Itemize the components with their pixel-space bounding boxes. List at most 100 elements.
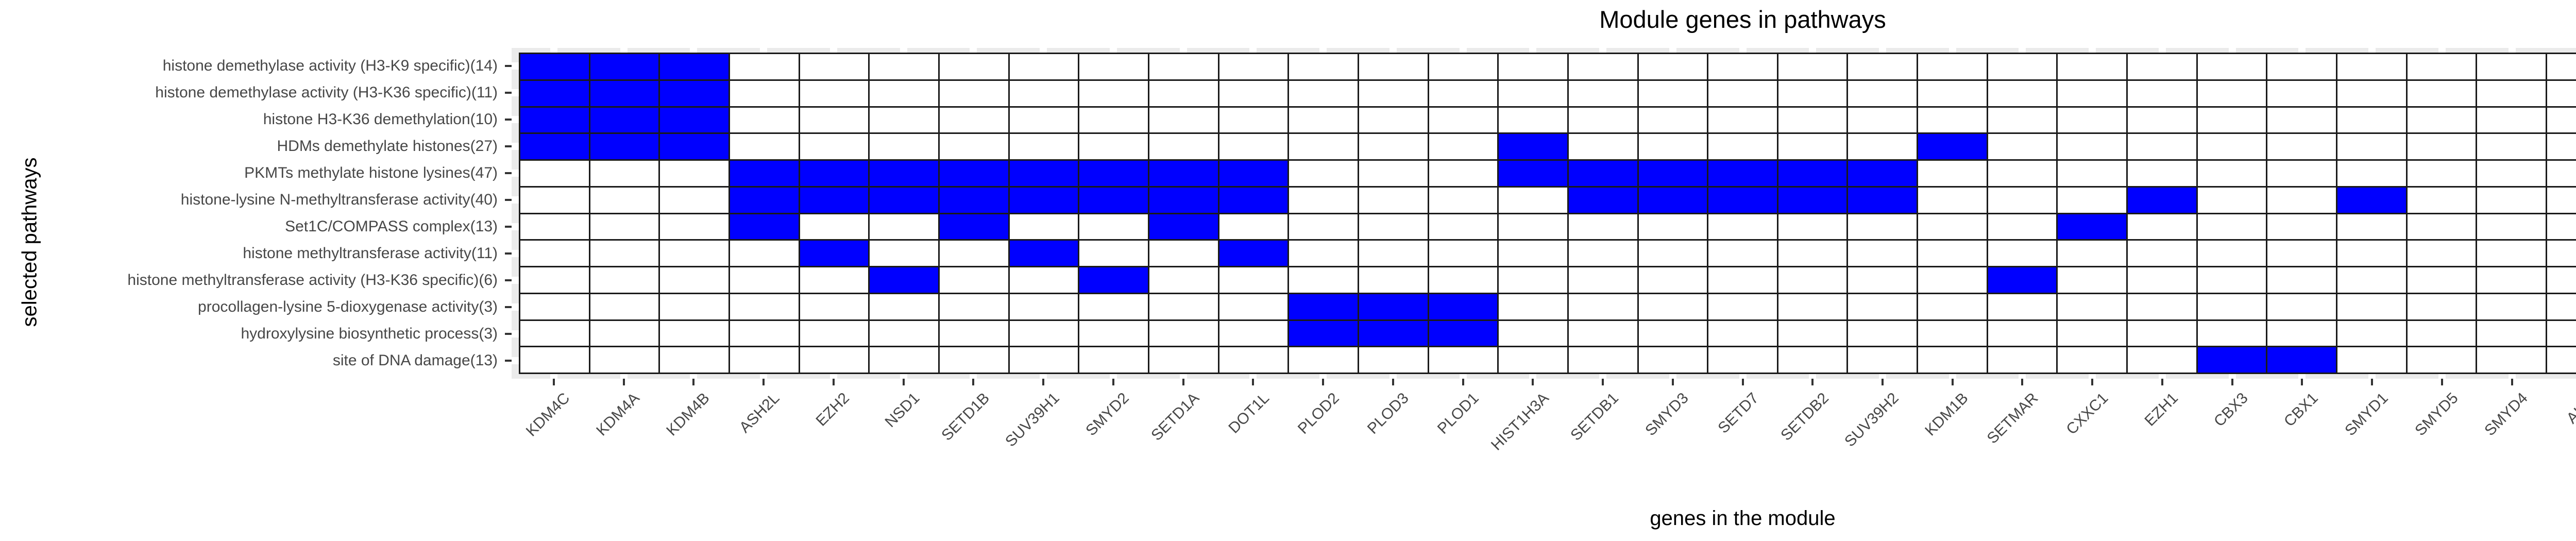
- heatmap-cell: [2477, 161, 2546, 186]
- heatmap-cell: [1079, 107, 1148, 133]
- x-tick: [1811, 379, 1814, 385]
- heatmap-cell: [939, 107, 1008, 133]
- heatmap-cell: [1708, 320, 1777, 346]
- heatmap-cell: [1359, 241, 1428, 266]
- heatmap-cell: [1289, 161, 1358, 186]
- heatmap-cell: [1359, 347, 1428, 373]
- heatmap-cell: [590, 134, 659, 159]
- heatmap-cell: [1918, 187, 1987, 213]
- heatmap-cell: [590, 214, 659, 240]
- heatmap-cell: [800, 187, 869, 213]
- heatmap-cell: [660, 54, 728, 79]
- heatmap-cell: [2197, 187, 2266, 213]
- heatmap-cell: [2477, 54, 2546, 79]
- heatmap-cell: [2407, 267, 2476, 293]
- heatmap-cell: [1219, 347, 1288, 373]
- heatmap-cell: [1429, 347, 1498, 373]
- heatmap-cell: [1988, 267, 2057, 293]
- heatmap-cell: [1708, 347, 1777, 373]
- heatmap-cell: [2267, 241, 2336, 266]
- heatmap-cell: [2547, 54, 2576, 79]
- heatmap-cell: [730, 267, 799, 293]
- heatmap-cell: [2407, 294, 2476, 319]
- heatmap-cell: [2337, 54, 2406, 79]
- heatmap-cell: [2547, 241, 2576, 266]
- heatmap-cell: [1009, 294, 1078, 319]
- heatmap-cell: [1219, 107, 1288, 133]
- heatmap-cell: [2547, 134, 2576, 159]
- heatmap-cell: [2547, 80, 2576, 106]
- heatmap-grid: [519, 53, 2576, 374]
- heatmap-cell: [2197, 54, 2266, 79]
- x-tick-label: KDM4B: [663, 390, 713, 439]
- heatmap-cell: [2128, 320, 2196, 346]
- heatmap-cell: [1149, 294, 1218, 319]
- heatmap-cell: [1009, 187, 1078, 213]
- heatmap-cell: [800, 161, 869, 186]
- heatmap-cell: [1079, 320, 1148, 346]
- heatmap-cell: [1708, 161, 1777, 186]
- heatmap-cell: [1918, 294, 1987, 319]
- heatmap-cell: [1149, 54, 1218, 79]
- heatmap-cell: [1499, 214, 1567, 240]
- heatmap-cell: [2128, 241, 2196, 266]
- heatmap-cell: [1289, 267, 1358, 293]
- heatmap-cell: [2547, 214, 2576, 240]
- y-tick: [505, 172, 512, 174]
- heatmap-cell: [2407, 134, 2476, 159]
- heatmap-cell: [1778, 267, 1847, 293]
- heatmap-cell: [870, 161, 938, 186]
- heatmap-cell: [1149, 347, 1218, 373]
- heatmap-cell: [800, 347, 869, 373]
- x-tick-label: EZH2: [812, 390, 853, 430]
- heatmap-cell: [2547, 294, 2576, 319]
- heatmap-cell: [2477, 80, 2546, 106]
- x-tick-label: SMYD1: [2342, 390, 2392, 439]
- heatmap-cell: [2477, 294, 2546, 319]
- heatmap-cell: [1568, 80, 1637, 106]
- heatmap-cell: [1918, 214, 1987, 240]
- heatmap-cell: [1219, 187, 1288, 213]
- heatmap-cell: [2197, 347, 2266, 373]
- heatmap-cell: [800, 107, 869, 133]
- x-tick-label: KDM4A: [593, 390, 643, 439]
- heatmap-cell: [2267, 187, 2336, 213]
- heatmap-cell: [1429, 214, 1498, 240]
- x-tick: [902, 379, 905, 385]
- heatmap-cell: [1638, 80, 1707, 106]
- heatmap-cell: [800, 80, 869, 106]
- heatmap-cell: [660, 80, 728, 106]
- heatmap-cell: [2197, 80, 2266, 106]
- heatmap-cell: [2407, 320, 2476, 346]
- heatmap-cell: [1359, 187, 1428, 213]
- x-tick: [2301, 379, 2303, 385]
- heatmap-cell: [1219, 134, 1288, 159]
- heatmap-cell: [1918, 54, 1987, 79]
- heatmap-cell: [2128, 134, 2196, 159]
- heatmap-cell: [2197, 107, 2266, 133]
- heatmap-cell: [1219, 54, 1288, 79]
- y-tick-label: histone methyltransferase activity(11): [243, 245, 498, 262]
- heatmap-cell: [1149, 267, 1218, 293]
- y-tick-label: histone demethylase activity (H3-K36 spe…: [155, 84, 498, 101]
- heatmap-cell: [1778, 241, 1847, 266]
- heatmap-cell: [1079, 294, 1148, 319]
- heatmap-cell: [1429, 107, 1498, 133]
- heatmap-cell: [870, 54, 938, 79]
- heatmap-cell: [870, 320, 938, 346]
- heatmap-cell: [1499, 80, 1567, 106]
- y-tick: [505, 333, 512, 335]
- heatmap-cell: [1848, 187, 1917, 213]
- heatmap-cell: [2197, 214, 2266, 240]
- x-tick-label: SMYD5: [2411, 390, 2462, 439]
- heatmap-cell: [2197, 267, 2266, 293]
- heatmap-cell: [1778, 80, 1847, 106]
- heatmap-cell: [1079, 241, 1148, 266]
- heatmap-cell: [2267, 320, 2336, 346]
- x-tick: [1112, 379, 1114, 385]
- heatmap-cell: [1638, 347, 1707, 373]
- heatmap-cell: [520, 294, 589, 319]
- heatmap-cell: [1918, 134, 1987, 159]
- heatmap-cell: [1149, 214, 1218, 240]
- heatmap-cell: [870, 241, 938, 266]
